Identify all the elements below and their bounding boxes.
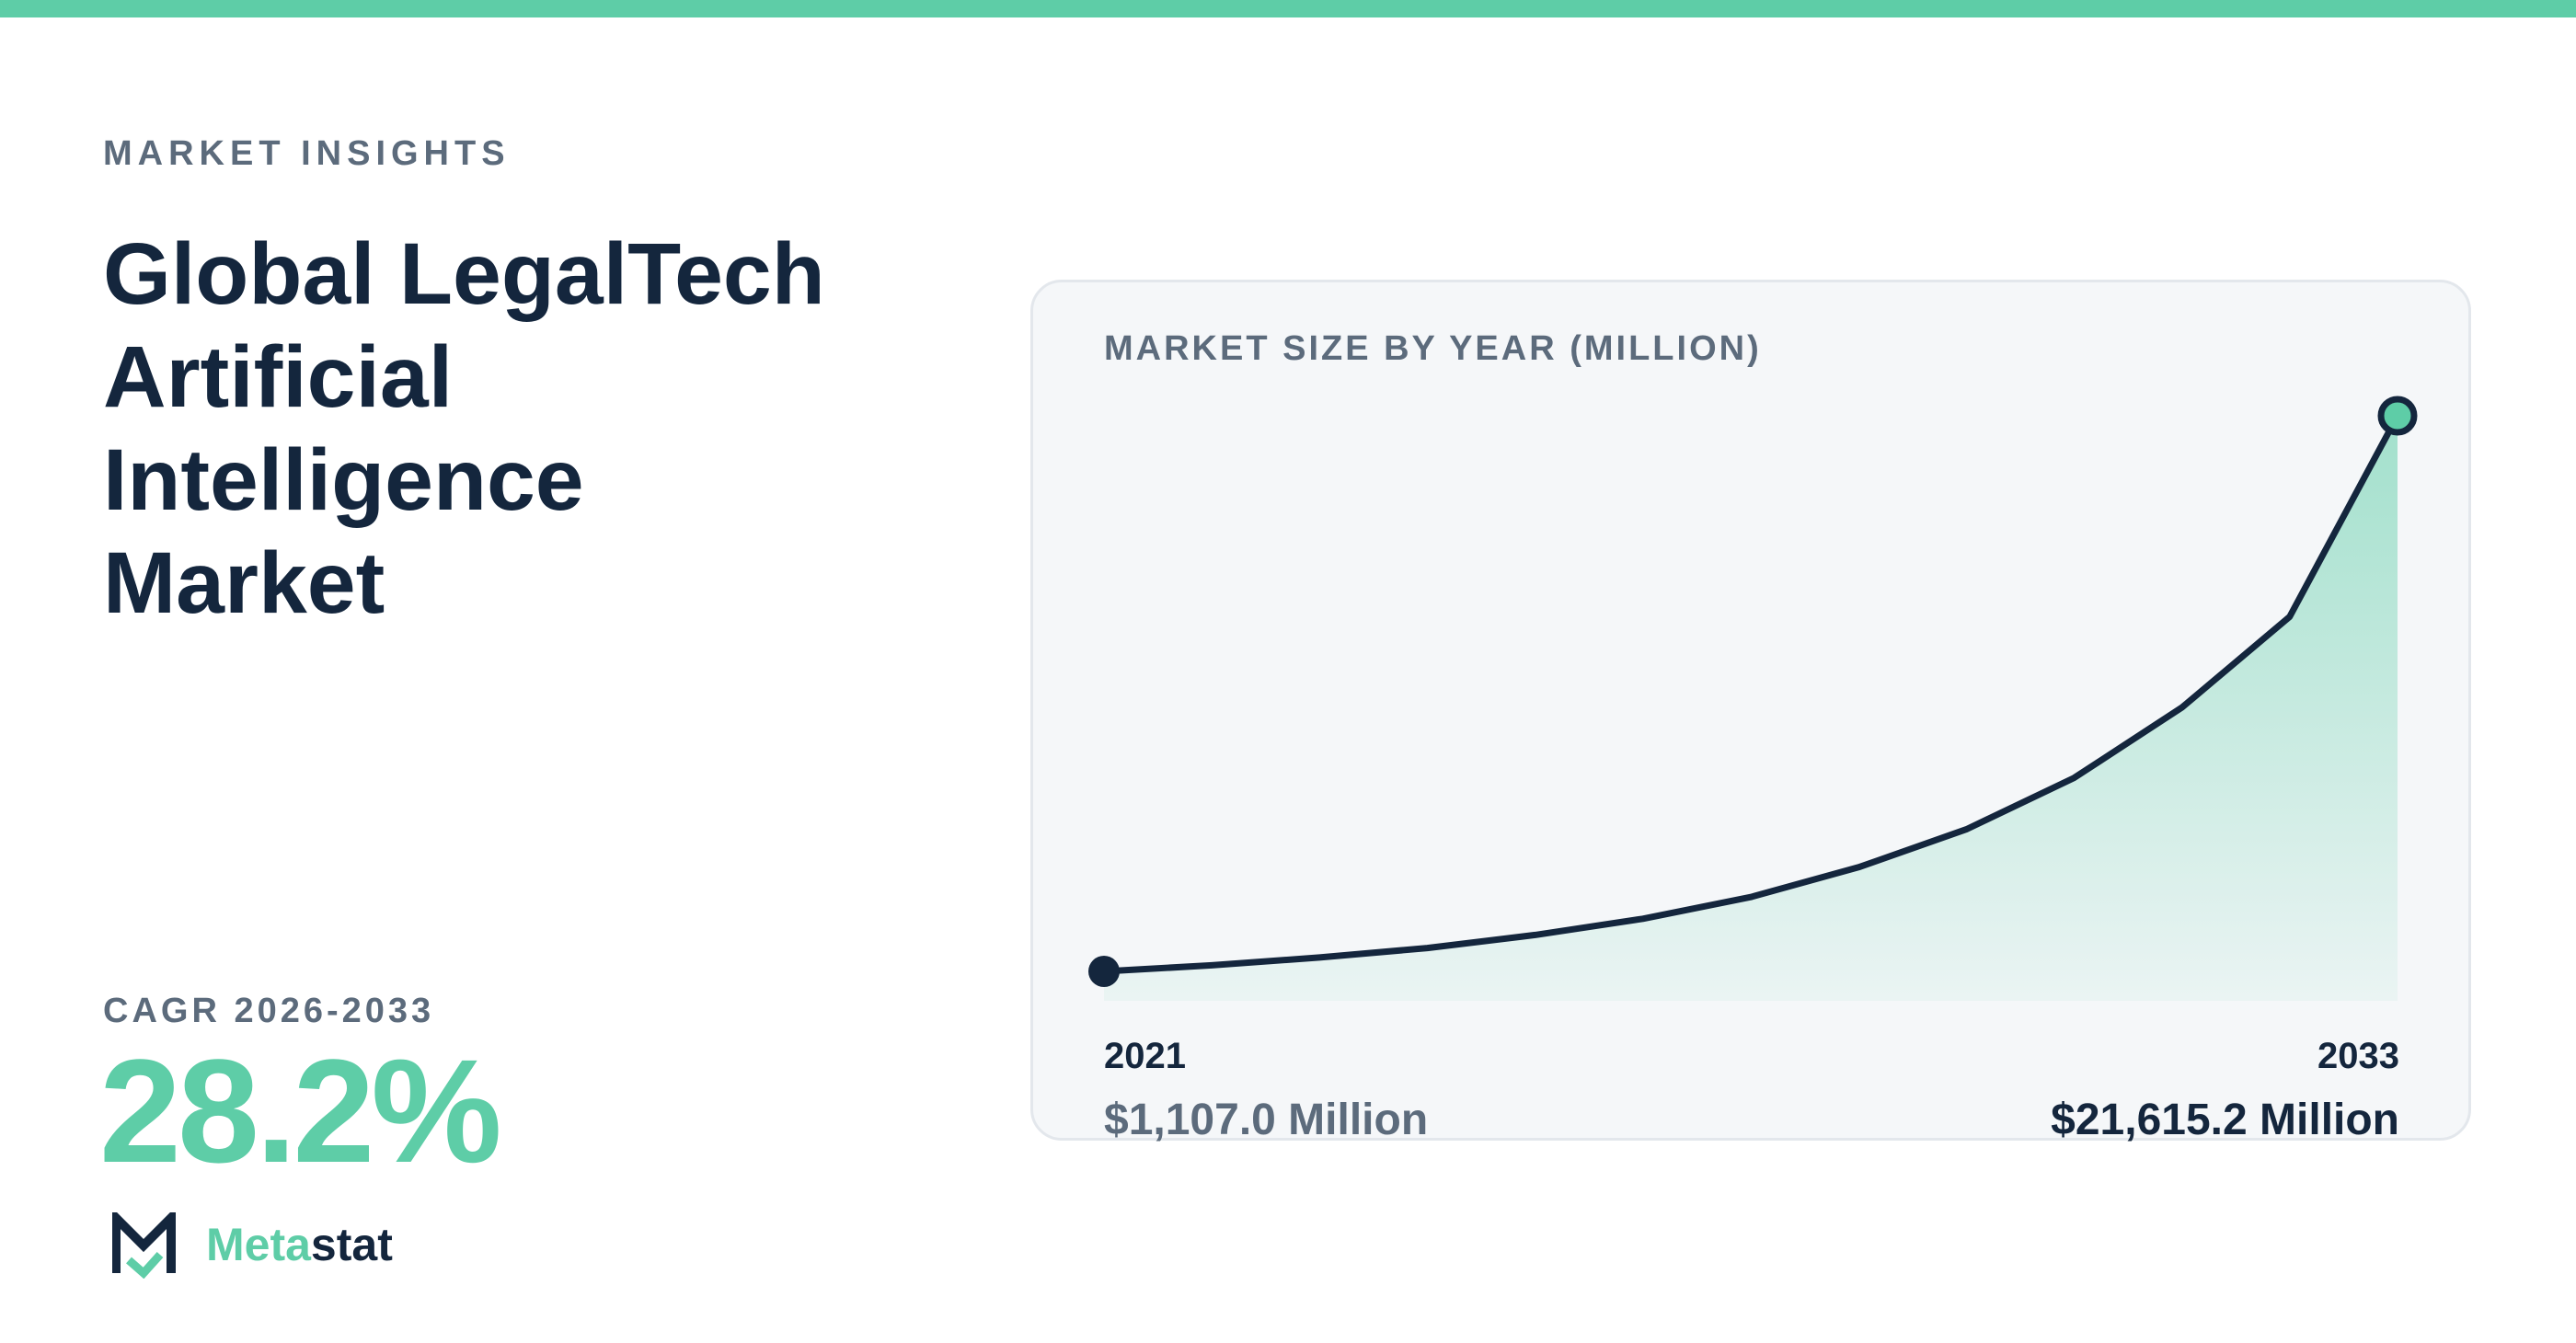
end-year-label: 2033: [2317, 1036, 2399, 1076]
end-value-label: $21,615.2 Million: [2051, 1096, 2399, 1144]
brand-name-accent: Meta: [206, 1219, 312, 1270]
top-accent-bar: [0, 0, 2576, 17]
title-line-1: Global LegalTech: [103, 225, 825, 323]
start-value-label: $1,107.0 Million: [1104, 1096, 1429, 1144]
cagr-label: CAGR 2026-2033: [103, 992, 435, 1030]
chart-point-2021: [1088, 956, 1120, 987]
chart-area-fill: [1104, 416, 2398, 1001]
title-line-4: Market: [103, 534, 385, 632]
chart-series-line: [1100, 412, 2401, 975]
metastat-logo-icon: [112, 1212, 176, 1273]
brand-name-rest: stat: [311, 1219, 393, 1270]
chart-point-2033: [2377, 396, 2418, 436]
start-year-label: 2021: [1104, 1036, 1186, 1076]
title-line-2: Artificial: [103, 328, 454, 426]
metastat-logo: Metastat: [112, 1212, 393, 1279]
svg-text:Metastat: Metastat: [206, 1219, 393, 1270]
chart-title: MARKET SIZE BY YEAR (MILLION): [1104, 329, 1762, 368]
title-line-3: Intelligence: [103, 431, 584, 529]
page-title: Global LegalTech Artificial Intelligence…: [103, 223, 931, 635]
cagr-value: 28.2%: [99, 1028, 502, 1193]
section-eyebrow: MARKET INSIGHTS: [103, 134, 511, 173]
market-size-chart: [1088, 396, 2418, 1001]
